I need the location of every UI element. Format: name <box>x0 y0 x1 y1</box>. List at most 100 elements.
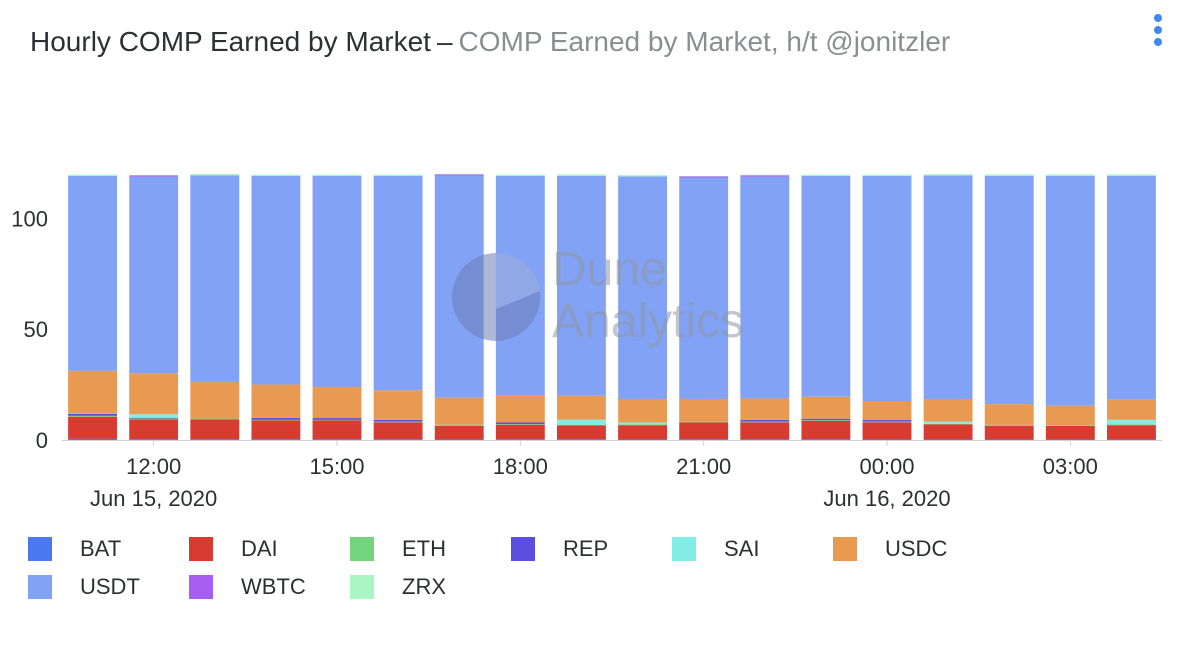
chart-legend: BAT DAI ETH REP SAI USDC USDT WBTC ZRX <box>28 536 1028 616</box>
legend-swatch <box>672 537 696 561</box>
legend-label: SAI <box>724 536 760 561</box>
bar-segment-usdc <box>129 373 179 415</box>
x-tick-label: 15:00 <box>309 454 364 479</box>
bar-segment-bat <box>68 438 117 440</box>
bar-segment-usdc <box>190 381 240 419</box>
legend-label: REP <box>563 536 609 561</box>
more-vertical-icon[interactable] <box>1150 12 1166 48</box>
bar-segment-usdt <box>801 175 851 397</box>
bar-segment-rep <box>740 419 790 422</box>
legend-item-wbtc[interactable]: WBTC <box>189 574 306 600</box>
bar-segment-dai <box>557 425 606 440</box>
bar-segment-bat <box>129 439 179 440</box>
bar-segment-wbtc <box>129 175 179 177</box>
bar-segment-usdc <box>679 398 729 422</box>
bar-segment-usdt <box>923 175 973 399</box>
bar-segment-usdt <box>862 175 912 401</box>
x-tick-label: 00:00 <box>859 454 914 479</box>
bar-segment-dai <box>190 419 240 440</box>
bar-segment-usdc <box>68 370 117 413</box>
legend-item-dai[interactable]: DAI <box>189 536 278 562</box>
legend-label: BAT <box>80 536 122 561</box>
bar-segment-sai <box>923 421 973 424</box>
bar-segment-eth <box>984 424 1034 426</box>
bar-segment-dai <box>373 422 423 440</box>
bar-segment-dai <box>740 422 790 440</box>
bar-segment-usdc <box>801 396 851 419</box>
legend-item-eth[interactable]: ETH <box>350 536 446 562</box>
legend-item-bat[interactable]: BAT <box>28 536 121 562</box>
x-tick-label: 18:00 <box>493 454 548 479</box>
chart-header: Hourly COMP Earned by Market – COMP Earned… <box>30 26 1130 58</box>
bar-segment-bat <box>740 439 790 440</box>
bar-segment-sai <box>557 419 606 425</box>
x-tick-label: 21:00 <box>676 454 731 479</box>
bar-segment-dai <box>129 419 179 440</box>
bar-segment-zrx <box>984 174 1034 176</box>
x-tick-date-label: Jun 16, 2020 <box>823 486 950 511</box>
bar-segment-eth <box>801 420 851 421</box>
bar-segment-usdt <box>1045 175 1095 406</box>
bar-segment-usdt <box>129 176 179 374</box>
legend-item-sai[interactable]: SAI <box>672 536 759 562</box>
x-tick-date-label: Jun 15, 2020 <box>90 486 217 511</box>
legend-swatch <box>511 537 535 561</box>
bar-segment-usdt <box>679 177 729 399</box>
legend-item-zrx[interactable]: ZRX <box>350 574 446 600</box>
bar-segment-usdc <box>373 390 423 420</box>
bar-segment-dai <box>1107 425 1156 440</box>
bar-segment-bat <box>251 439 301 440</box>
bar-segment-zrx <box>1107 174 1156 176</box>
bar-segment-eth <box>923 423 973 425</box>
bar-segment-usdt <box>984 175 1034 405</box>
legend-item-rep[interactable]: REP <box>511 536 608 562</box>
legend-label: USDC <box>885 536 948 561</box>
bar-segment-usdc <box>618 398 667 423</box>
bar-segment-bat <box>373 439 423 440</box>
bar-segment-zrx <box>740 174 790 176</box>
bar-segment-rep <box>495 422 545 425</box>
bar-segment-usdt <box>618 176 667 399</box>
bar-segment-usdt <box>312 175 362 388</box>
legend-item-usdc[interactable]: USDC <box>833 536 947 562</box>
bar-segment-eth <box>434 424 484 426</box>
bar-segment-eth <box>1107 424 1156 426</box>
bar-segment-sai <box>618 422 667 425</box>
bar-segment-wbtc <box>434 174 484 176</box>
legend-item-usdt[interactable]: USDT <box>28 574 140 600</box>
chart-subtitle: COMP Earned by Market, h/t @jonitzler <box>458 26 951 57</box>
bar-segment-eth <box>1045 425 1095 426</box>
bar-segment-rep <box>862 420 912 422</box>
bar-segment-usdt <box>373 175 423 391</box>
bar-segment-zrx <box>1045 174 1095 176</box>
bar-segment-zrx <box>923 174 973 176</box>
bar-segment-bat <box>495 439 545 440</box>
bar-segment-usdc <box>740 398 790 420</box>
bar-segment-usdt <box>557 175 606 396</box>
bar-segment-sai <box>1107 419 1156 425</box>
bar-segment-usdc <box>1045 405 1095 426</box>
bar-segment-dai <box>923 424 973 440</box>
bar-segment-bat <box>312 439 362 440</box>
bar-segment-dai <box>679 422 729 440</box>
bar-segment-eth <box>190 418 240 420</box>
bar-segment-usdc <box>434 397 484 425</box>
legend-swatch <box>833 537 857 561</box>
legend-swatch <box>350 575 374 599</box>
bar-segment-zrx <box>190 174 240 176</box>
bar-segment-eth <box>862 421 912 423</box>
legend-swatch <box>189 537 213 561</box>
bar-segment-eth <box>618 424 667 426</box>
x-tick-label: 03:00 <box>1043 454 1098 479</box>
bar-segment-usdc <box>862 400 912 421</box>
bar-segment-zrx <box>801 174 851 176</box>
bar-segment-zrx <box>495 174 545 176</box>
y-tick-label: 0 <box>36 428 48 453</box>
bar-segment-dai <box>434 425 484 440</box>
bar-segment-wbtc <box>679 176 729 178</box>
y-tick-label: 50 <box>24 317 48 342</box>
bar-segment-bat <box>801 439 851 440</box>
bar-segment-wbtc <box>740 175 790 177</box>
bar-segment-rep <box>251 417 301 420</box>
bar-segment-usdt <box>1107 175 1156 400</box>
